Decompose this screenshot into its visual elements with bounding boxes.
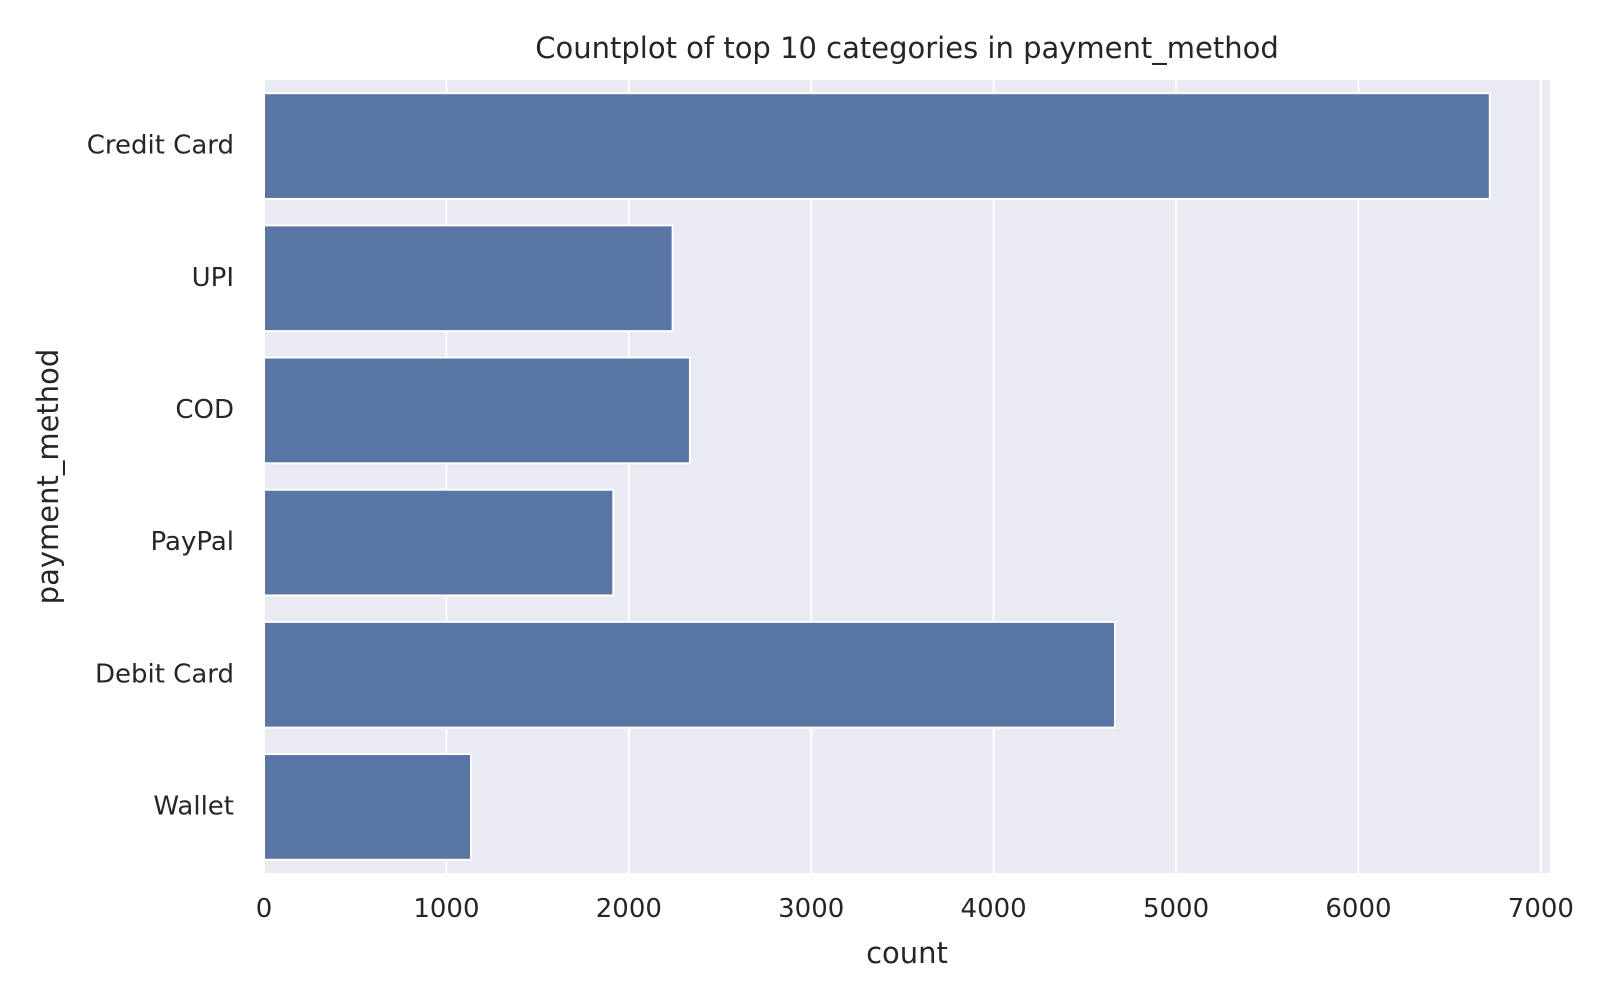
plot-area xyxy=(264,80,1550,873)
bar xyxy=(263,356,691,465)
x-tick-label: 0 xyxy=(256,894,273,924)
x-tick-label: 4000 xyxy=(961,894,1027,924)
x-axis-label: count xyxy=(866,936,948,970)
x-tick-label: 5000 xyxy=(1143,894,1209,924)
x-tick-label: 7000 xyxy=(1508,894,1574,924)
bar xyxy=(263,753,473,861)
grid-lines xyxy=(263,80,1542,873)
y-axis-label: payment_method xyxy=(31,349,65,605)
y-tick-label: Debit Card xyxy=(95,659,234,689)
bar xyxy=(263,92,1491,200)
y-tick-label: UPI xyxy=(192,263,234,293)
chart-title: Countplot of top 10 categories in paymen… xyxy=(535,31,1279,65)
y-tick-label: Credit Card xyxy=(87,131,234,161)
x-tick-label: 2000 xyxy=(596,894,662,924)
x-tick-labels: 0 1000 2000 3000 4000 5000 6000 7000 xyxy=(256,894,1574,924)
y-tick-label: COD xyxy=(175,395,234,425)
y-tick-labels: Credit Card UPI COD PayPal Debit Card Wallet xyxy=(87,131,234,822)
x-tick-label: 3000 xyxy=(778,894,844,924)
bar xyxy=(263,224,674,333)
y-tick-label: PayPal xyxy=(151,527,235,557)
bars xyxy=(263,92,1491,861)
bar xyxy=(263,620,1116,729)
x-tick-label: 6000 xyxy=(1325,894,1391,924)
bar xyxy=(263,488,615,597)
x-tick-label: 1000 xyxy=(413,894,479,924)
y-tick-label: Wallet xyxy=(153,791,234,821)
